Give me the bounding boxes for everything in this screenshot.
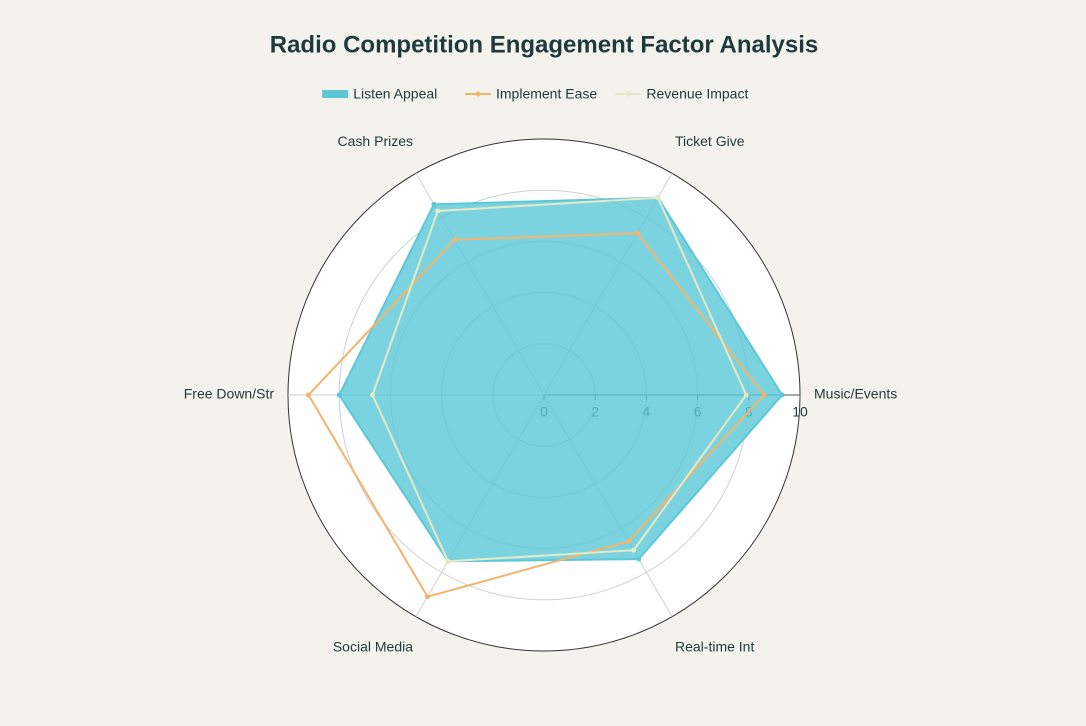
data-point (451, 237, 457, 243)
data-point (369, 392, 375, 398)
data-point (761, 392, 767, 398)
data-point (631, 547, 637, 553)
data-point (636, 556, 642, 562)
data-point (743, 392, 749, 398)
data-point (634, 230, 640, 236)
data-point (431, 201, 437, 207)
data-point (445, 558, 451, 564)
legend-label: Listen Appeal (353, 86, 437, 102)
legend-marker (332, 91, 338, 97)
data-point (435, 208, 441, 214)
category-label: Social Media (333, 639, 413, 655)
data-point (425, 594, 431, 600)
category-label: Music/Events (814, 386, 897, 402)
data-point (305, 392, 311, 398)
data-point (336, 392, 342, 398)
data-point (655, 195, 661, 201)
legend-label: Implement Ease (496, 86, 597, 102)
legend-marker (625, 91, 631, 97)
category-label: Real-time Int (675, 639, 754, 655)
category-label: Ticket Give (675, 133, 745, 149)
category-label: Cash Prizes (338, 133, 413, 149)
chart-title: Radio Competition Engagement Factor Anal… (270, 31, 819, 58)
r-tick-label: 10 (792, 404, 808, 420)
data-point (779, 392, 785, 398)
data-point (625, 538, 631, 544)
legend-label: Revenue Impact (646, 86, 748, 102)
legend-marker (475, 91, 481, 97)
category-label: Free Down/Str (184, 386, 275, 402)
